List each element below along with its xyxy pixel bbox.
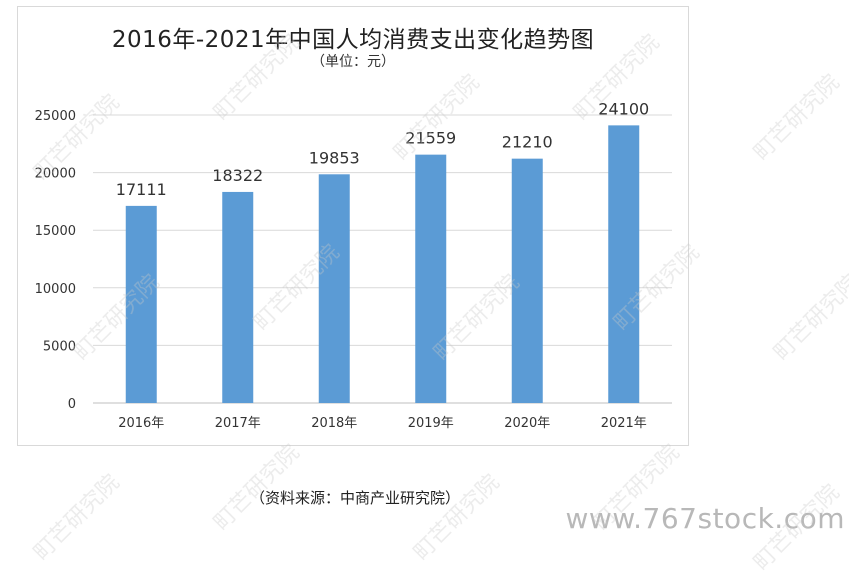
watermark-text: 町芒研究院 — [29, 470, 125, 566]
y-tick-label: 20000 — [35, 167, 76, 182]
data-label: 17111 — [116, 180, 167, 199]
chart-plot: 0 5000 10000 15000 20000 25000 17111 2016年 18322… — [35, 99, 672, 431]
watermark-text: 町芒研究院 — [749, 70, 845, 166]
bar — [608, 125, 640, 404]
watermark-text: 町芒研究院 — [769, 270, 849, 366]
data-label: 19853 — [309, 148, 360, 167]
chart-title: 2016年-2021年中国人均消费支出变化趋势图 — [111, 27, 595, 53]
x-tick-label: 2021年 — [601, 416, 647, 431]
bar — [222, 191, 254, 403]
y-tick-label: 25000 — [35, 109, 76, 124]
x-tick-label: 2019年 — [408, 416, 454, 431]
chart-subtitle: （单位：元） — [311, 54, 395, 70]
data-label: 21559 — [405, 129, 456, 148]
data-label: 24100 — [598, 99, 649, 118]
site-watermark: www.767stock.com — [565, 502, 845, 535]
data-label: 21210 — [502, 133, 553, 152]
data-label: 18322 — [212, 166, 263, 185]
bar — [318, 174, 350, 403]
x-tick-label: 2016年 — [118, 416, 164, 431]
watermark-text: 町芒研究院 — [409, 470, 505, 566]
y-tick-label: 10000 — [35, 282, 76, 297]
bar — [125, 205, 157, 403]
bar — [511, 158, 543, 403]
y-tick-label: 5000 — [43, 339, 76, 354]
y-tick-label: 15000 — [35, 224, 76, 239]
x-tick-label: 2017年 — [215, 416, 261, 431]
source-note: （资料来源：中商产业研究院） — [249, 489, 460, 507]
x-tick-label: 2020年 — [504, 416, 550, 431]
x-tick-label: 2018年 — [311, 416, 357, 431]
watermark-text: 町芒研究院 — [209, 440, 305, 536]
bar — [415, 154, 447, 403]
y-tick-label: 0 — [68, 397, 76, 412]
chart-frame: 2016年-2021年中国人均消费支出变化趋势图 （单位：元） 0 5000 100… — [17, 6, 689, 446]
